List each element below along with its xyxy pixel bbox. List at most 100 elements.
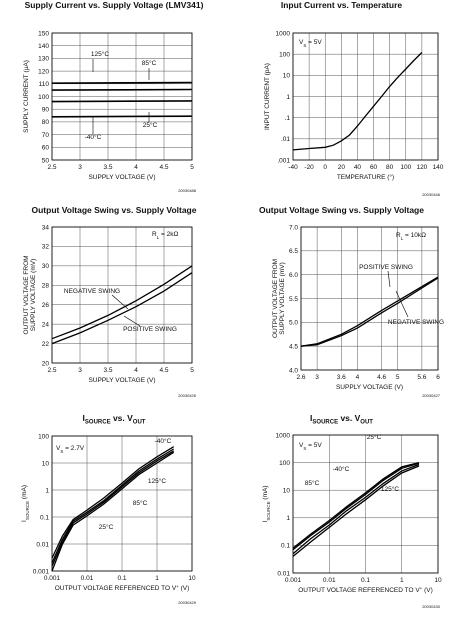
y-tick-label: 10 <box>283 73 291 80</box>
leader-line <box>111 294 129 310</box>
chart-title: Output Voltage Swing vs. Supply Voltage <box>31 205 197 215</box>
y-axis-label: INPUT CURRENT (pA) <box>264 63 271 130</box>
curve-label: 125°C <box>381 485 399 493</box>
y-tick-label: 4.5 <box>289 343 298 350</box>
series-line-85-c <box>292 463 420 555</box>
y-tick-label: 80 <box>42 119 50 126</box>
leader-line <box>387 270 391 288</box>
y-tick-label: 30 <box>42 263 50 270</box>
chart-1-svg: 2.5 3 3.5 4 4.5 5 50 60 70 80 90 100 110 120 130 140 150… <box>23 30 197 193</box>
y-tick-label: 60 <box>42 145 50 152</box>
plot-frame <box>292 32 439 161</box>
y-tick-label: 0.001 <box>33 568 50 575</box>
x-tick-label: 5.6 <box>417 374 426 381</box>
series-line-85-c <box>51 450 175 567</box>
x-tick-label: -20 <box>304 164 314 171</box>
series-line-25-c <box>292 461 420 549</box>
curve-label: 25°C <box>367 433 382 441</box>
y-tick-label: 0.1 <box>281 543 290 550</box>
y-tick-label: 1 <box>286 515 290 522</box>
y-tick-label: 150 <box>38 30 49 37</box>
x-tick-label: 5 <box>190 164 194 171</box>
chart-panel-5: ISOURCE vs. VOUT 0.001 0.01 0.1 1 10 0.001 0.0… <box>0 413 228 620</box>
x-tick-label: 4.5 <box>159 164 168 171</box>
y-tick-label: 1000 <box>276 432 291 439</box>
x-tick-label: 60 <box>370 164 378 171</box>
x-tick-label: 10 <box>188 575 196 582</box>
x-tick-label: 40 <box>354 164 362 171</box>
x-tick-label: 3 <box>78 367 82 374</box>
y-tick-label: .001 <box>277 157 290 164</box>
chart-2-svg: -40 -20 0 20 40 60 80 100 120 140 .001 .01 .1 1 10 100 1… <box>264 30 444 197</box>
y-tick-label: 28 <box>42 283 50 290</box>
chart-title: ISOURCE vs. VOUT <box>310 413 373 426</box>
x-tick-label: 0.001 <box>44 575 61 582</box>
x-tick-label: 4 <box>134 164 138 171</box>
x-tick-label: 0.1 <box>117 575 126 582</box>
series-line-125-c <box>51 81 193 84</box>
series-line--40-c <box>51 446 175 559</box>
plot-frame <box>292 434 439 574</box>
y-tick-label: 20 <box>42 360 50 367</box>
figure-code: 20030430 <box>422 604 441 609</box>
curve-label: 125°C <box>148 477 166 485</box>
chart-title: ISOURCE vs. VOUT <box>82 413 146 426</box>
y-axis-label: SUPPLY VOLTAGE (mV) <box>279 262 286 334</box>
chart-panel-3: Output Voltage Swing vs. Supply Voltage … <box>0 205 228 405</box>
y-tick-label: 120 <box>38 68 49 75</box>
chart-4-svg: 2.6 3 3.6 4 4.6 5 5.6 6 4.0 4.5 5.0 5.5 6.0 6.5 7.0 SUP… <box>272 224 444 398</box>
series-line-125-c <box>292 465 420 557</box>
y-tick-label: 0.1 <box>40 514 49 521</box>
y-tick-label: 1000 <box>276 30 291 37</box>
chart-panel-1: Supply Current vs. Supply Voltage (LMV34… <box>0 0 228 200</box>
y-tick-label: 1 <box>286 94 290 101</box>
y-tick-label: 7.0 <box>289 224 298 231</box>
x-tick-label: 5 <box>396 374 400 381</box>
y-tick-label: 26 <box>42 302 50 309</box>
x-axis-label: TEMPERATURE (°) <box>337 173 394 181</box>
x-tick-label: -40 <box>288 164 298 171</box>
figure-code: 20030426 <box>178 393 197 398</box>
y-axis-label: ISOURCE (mA) <box>262 486 271 523</box>
series-line-125-c <box>51 451 175 572</box>
x-tick-label: 3 <box>78 164 82 171</box>
x-tick-label: 1 <box>400 577 404 584</box>
series-line-data <box>292 52 423 151</box>
y-tick-label: 32 <box>42 244 50 251</box>
x-tick-label: 2.5 <box>47 367 56 374</box>
y-tick-label: 100 <box>279 460 290 467</box>
y-axis-label: SUPPLY VOLTAGE (mV) <box>30 259 37 331</box>
x-axis-label: SUPPLY VOLTAGE (V) <box>88 377 155 384</box>
y-tick-label: 5.0 <box>289 320 298 327</box>
y-tick-label: 6.0 <box>289 272 298 279</box>
x-axis-label: SUPPLY VOLTAGE (V) <box>336 384 403 391</box>
y-tick-label: 130 <box>38 56 49 63</box>
figure-code: 20030427 <box>422 393 441 398</box>
y-axis-label: OUTPUT VOLTAGE FROM <box>272 259 279 338</box>
y-tick-label: 5.5 <box>289 296 298 303</box>
y-tick-label: 0.01 <box>277 570 290 577</box>
x-tick-label: 4.5 <box>159 367 168 374</box>
curve-label: 85°C <box>305 479 320 487</box>
x-tick-label: 4 <box>134 367 138 374</box>
plot-frame <box>300 226 439 371</box>
figure-code: 20030488 <box>178 188 197 193</box>
x-tick-label: 20 <box>338 164 346 171</box>
y-axis-label: OUTPUT VOLTAGE FROM <box>23 255 30 334</box>
curve-label: NEGATIVE SWING <box>64 288 120 295</box>
x-tick-label: 10 <box>434 577 442 584</box>
vs-annotation: VS = 2.7V <box>56 445 85 454</box>
plot-frame <box>51 32 193 161</box>
chart-panel-2: Input Current vs. Temperature -40 -20 0 20 4… <box>228 0 455 200</box>
x-axis-label: OUTPUT VOLTAGE REFERENCED TO V+ (V) <box>55 584 190 593</box>
x-tick-label: 80 <box>386 164 394 171</box>
y-tick-label: 100 <box>279 51 290 58</box>
curve-label: POSITIVE SWING <box>359 264 413 271</box>
curve-label: -40°C <box>333 465 350 473</box>
x-tick-label: 5 <box>190 367 194 374</box>
figure-code: 20030446 <box>422 192 441 197</box>
x-tick-label: 3.6 <box>337 374 346 381</box>
x-tick-label: 0.1 <box>361 577 370 584</box>
chart-panel-6: ISOURCE vs. VOUT 0.001 0.01 0.1 1 10 0.01 0.1 1… <box>228 413 455 620</box>
vs-annotation: VS = 5V <box>299 442 322 451</box>
